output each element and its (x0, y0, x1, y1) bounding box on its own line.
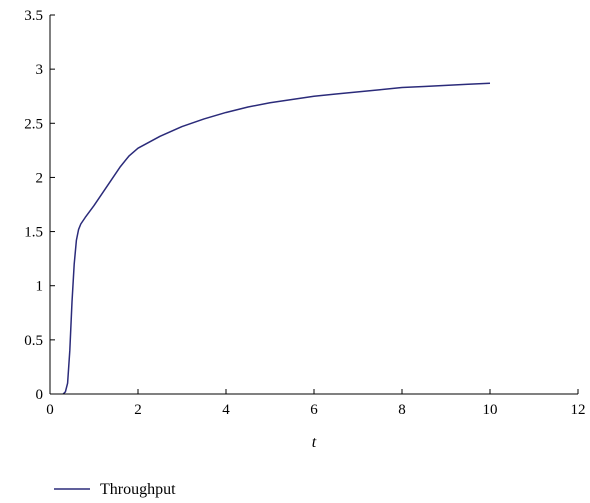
y-ticks: 0 0.5 1 1.5 2 2.5 3 3.5 (24, 8, 55, 403)
legend: Throughput (54, 481, 176, 498)
y-tick-label: 1.5 (24, 225, 43, 241)
series-line-throughput (62, 82, 491, 395)
x-ticks: 0 2 4 6 8 10 12 (46, 389, 586, 418)
y-tick-label: 0.5 (24, 333, 43, 349)
legend-label-throughput: Throughput (100, 481, 176, 498)
x-axis-title: t (312, 434, 317, 451)
x-tick-label: 12 (571, 402, 586, 418)
x-tick-label: 6 (310, 402, 318, 418)
y-tick-label: 0 (36, 387, 44, 403)
plot-area (62, 82, 491, 395)
x-tick-label: 2 (134, 402, 142, 418)
axes (49, 15, 578, 395)
y-tick-label: 2.5 (24, 116, 43, 132)
x-tick-label: 10 (483, 402, 498, 418)
y-tick-label: 2 (36, 170, 44, 186)
y-tick-label: 3 (36, 62, 44, 78)
x-tick-label: 0 (46, 402, 54, 418)
x-tick-label: 4 (222, 402, 230, 418)
x-tick-label: 8 (398, 402, 406, 418)
y-tick-label: 3.5 (24, 8, 43, 24)
y-tick-label: 1 (36, 279, 44, 295)
